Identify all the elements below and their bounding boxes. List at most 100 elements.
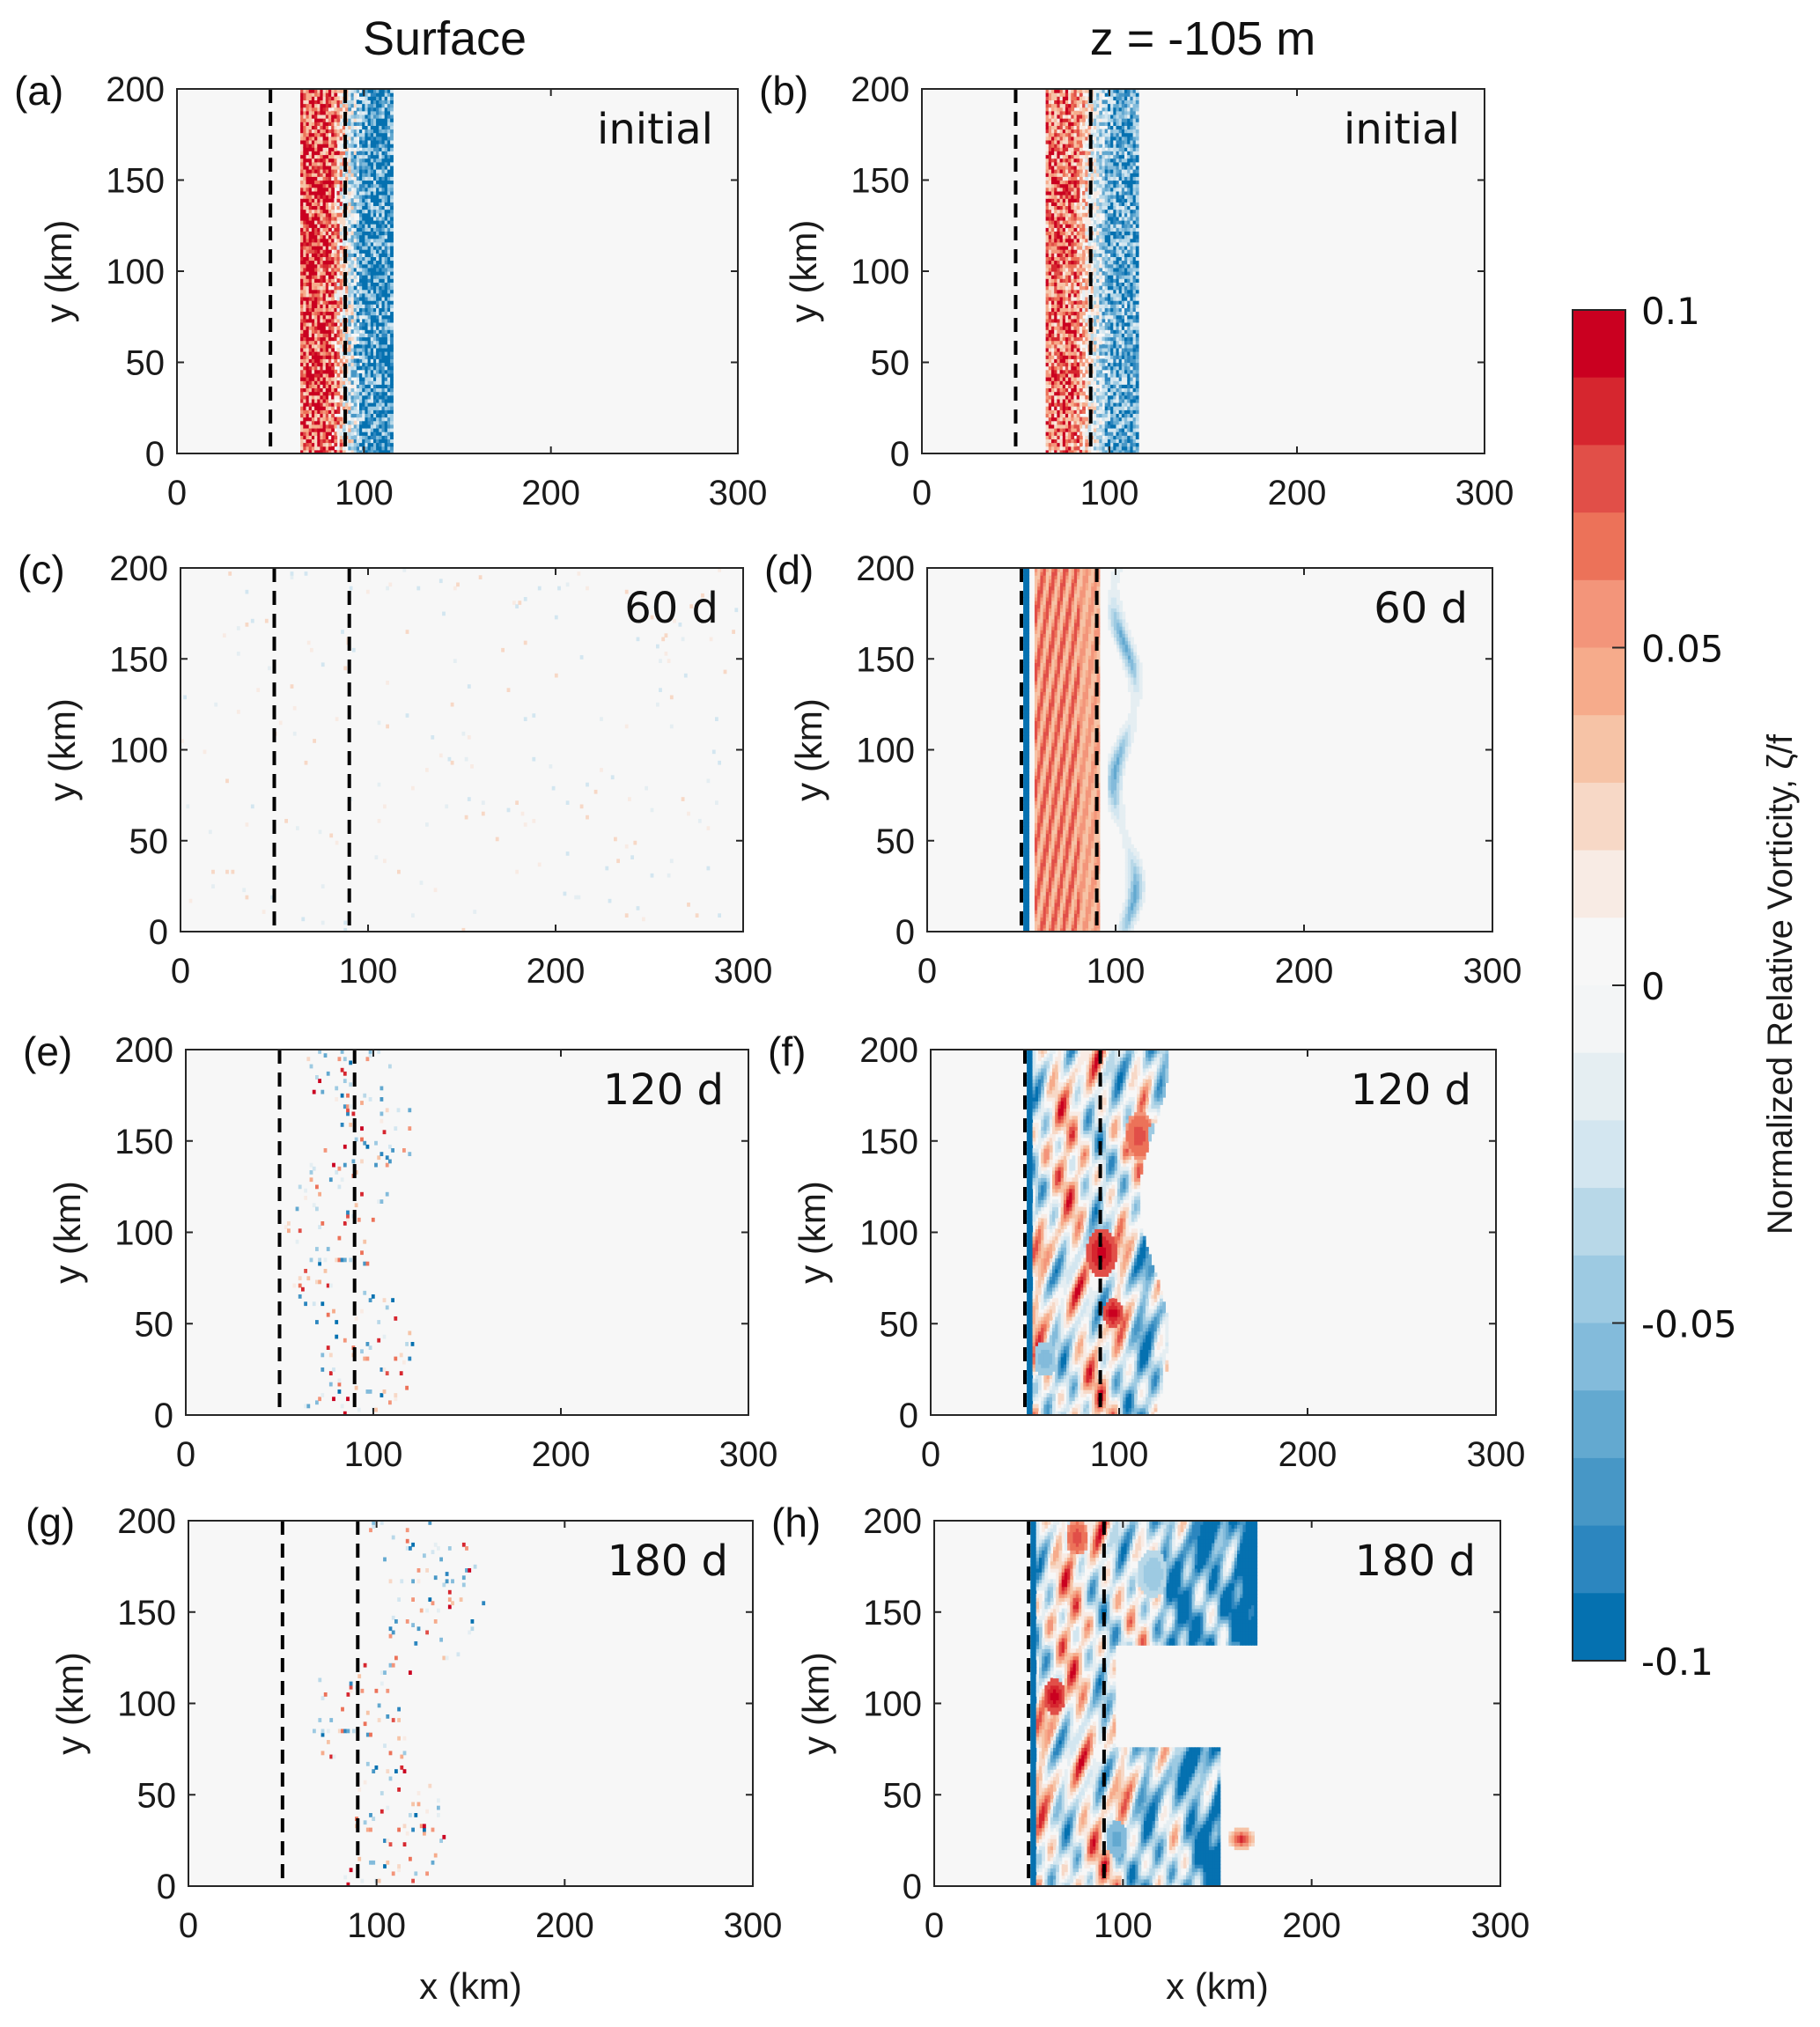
field-cell: [306, 176, 310, 181]
field-cell: [1062, 169, 1066, 173]
field-cell: [311, 384, 315, 388]
field-cell: [356, 271, 360, 276]
field-cell: [314, 136, 318, 141]
field-cell: [317, 125, 321, 130]
field-cell: [365, 118, 369, 122]
field-cell: [367, 326, 372, 330]
field-cell: [325, 187, 329, 192]
field-cell: [1057, 282, 1061, 287]
field-cell: [336, 384, 341, 388]
field-cell: [350, 439, 355, 444]
field-cell: [1059, 409, 1064, 414]
field-cell: [359, 300, 363, 305]
field-cell: [1048, 384, 1052, 388]
field-cell: [362, 271, 365, 276]
field-cell: [303, 110, 307, 115]
field-cell: [303, 333, 307, 338]
field-cell: [376, 282, 379, 287]
field-cell: [331, 326, 335, 330]
field-cell: [331, 307, 335, 313]
field-cell: [370, 227, 374, 232]
field-cell: [350, 275, 355, 279]
field-cell: [322, 231, 327, 236]
field-cell: [1085, 398, 1089, 403]
field-cell: [1065, 253, 1069, 257]
field-cell: [390, 347, 394, 352]
field-cell: [1045, 173, 1050, 177]
field-cell: [1059, 347, 1064, 352]
field-cell: [1087, 267, 1092, 272]
field-cell: [1054, 190, 1057, 195]
field-cell: [384, 449, 388, 453]
field-cell: [303, 282, 307, 287]
field-cell: [322, 169, 327, 173]
field-cell: [370, 391, 374, 396]
field-cell: [390, 110, 394, 115]
field-cell: [320, 129, 324, 134]
field-cell: [306, 442, 310, 447]
field-cell: [387, 384, 391, 388]
field-cell: [353, 343, 357, 349]
field-cell: [353, 110, 357, 115]
field-cell: [314, 413, 318, 418]
field-cell: [1085, 260, 1089, 265]
field-cell: [1062, 190, 1066, 195]
field-cell: [1057, 285, 1061, 291]
field-cell: [362, 333, 365, 338]
field-cell: [1062, 209, 1066, 214]
field-cell: [1045, 300, 1050, 305]
field-cell: [1051, 151, 1055, 156]
field-cell: [365, 209, 369, 214]
field-cell: [322, 336, 327, 342]
field-cell: [379, 136, 383, 141]
field-cell: [1048, 424, 1052, 429]
field-cell: [387, 256, 391, 262]
field-cell: [322, 110, 327, 115]
field-cell: [1059, 180, 1064, 185]
field-cell: [359, 304, 363, 308]
field-cell: [1096, 351, 1100, 356]
field-cell: [1059, 161, 1064, 166]
field-cell: [325, 190, 329, 195]
field-cell: [365, 439, 369, 444]
field-cell: [1079, 169, 1083, 173]
field-cell: [1045, 329, 1050, 334]
field-cell: [387, 227, 391, 232]
field-cell: [1054, 132, 1057, 137]
field-cell: [367, 428, 372, 432]
field-cell: [1087, 424, 1092, 429]
field-cell: [308, 263, 313, 269]
field-cell: [1096, 413, 1100, 418]
field-cell: [325, 402, 329, 407]
field-cell: [1071, 234, 1075, 240]
field-cell: [336, 205, 341, 210]
field-cell: [339, 100, 343, 105]
field-cell: [1059, 100, 1064, 105]
field-cell: [370, 165, 374, 170]
field-cell: [1073, 122, 1078, 126]
field-cell: [325, 420, 329, 425]
field-cell: [1068, 140, 1072, 144]
field-cell: [328, 377, 332, 381]
field-cell: [1062, 300, 1066, 305]
field-cell: [1048, 122, 1052, 126]
field-cell: [320, 285, 324, 291]
field-cell: [317, 369, 321, 374]
field-cell: [376, 304, 379, 308]
field-cell: [320, 329, 324, 334]
field-cell: [348, 263, 352, 269]
field-cell: [328, 144, 332, 148]
field-cell: [1071, 89, 1075, 93]
field-cell: [339, 289, 343, 294]
field-cell: [1076, 187, 1080, 192]
field-cell: [1057, 267, 1061, 272]
field-cell: [384, 241, 388, 247]
field-cell: [348, 336, 352, 342]
field-cell: [387, 234, 391, 240]
field-cell: [1085, 384, 1089, 388]
field-cell: [311, 442, 315, 447]
field-cell: [300, 129, 304, 134]
field-cell: [1085, 110, 1089, 115]
field-cell: [1093, 220, 1097, 225]
field-cell: [381, 300, 386, 305]
